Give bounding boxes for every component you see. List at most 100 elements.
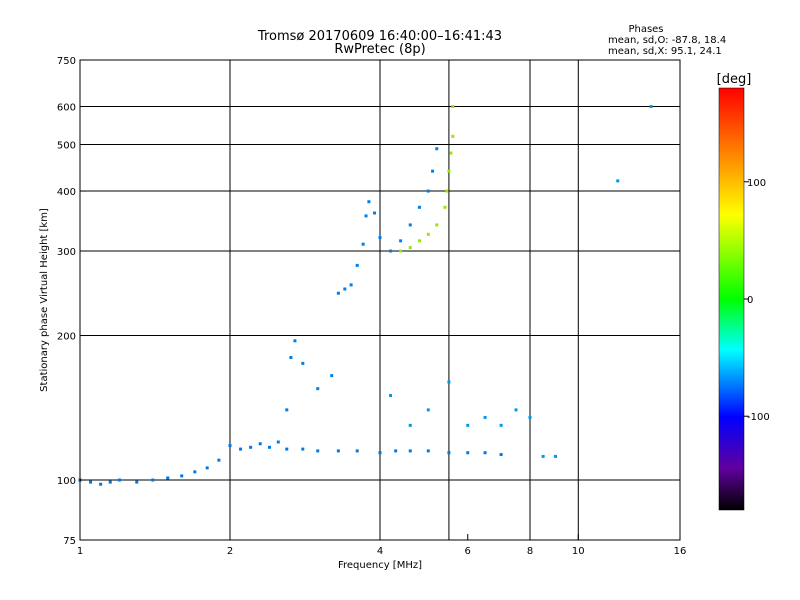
data-point (364, 214, 368, 218)
data-point (151, 478, 155, 482)
data-point (258, 442, 262, 446)
data-point (389, 394, 393, 398)
data-point (514, 408, 518, 412)
data-point (361, 242, 365, 246)
data-point (301, 447, 305, 451)
data-point (378, 236, 382, 240)
y-tick-label: 500 (57, 141, 76, 152)
data-point (135, 480, 139, 484)
data-point (394, 449, 398, 453)
data-point (193, 470, 197, 474)
y-tick-label: 100 (57, 476, 76, 487)
data-point (343, 287, 347, 291)
data-point (466, 451, 470, 455)
data-point (426, 408, 430, 412)
data-point (426, 232, 430, 236)
colorbar-tick-label: -100 (747, 412, 770, 423)
data-point (267, 445, 271, 449)
data-point (426, 189, 430, 193)
data-point (431, 169, 435, 173)
data-point (449, 151, 453, 155)
data-point (367, 200, 371, 204)
data-point (483, 415, 487, 419)
x-tick-label: 2 (227, 546, 233, 557)
x-tick-label: 16 (674, 546, 687, 557)
x-tick-label: 6 (465, 546, 471, 557)
data-point (445, 189, 449, 193)
data-point (447, 451, 451, 455)
data-point (108, 480, 112, 484)
phase-info-x: mean, sd,X: 95.1, 24.1 (608, 46, 722, 57)
data-point (316, 387, 320, 391)
data-point (217, 458, 221, 462)
data-point (336, 449, 340, 453)
y-axis-label: Stationary phase Virtual Height [km] (39, 208, 50, 392)
data-point (408, 423, 412, 427)
data-point (499, 453, 503, 457)
scatter-points (78, 105, 653, 486)
x-tick-label: 1 (77, 546, 83, 557)
data-point (443, 205, 447, 209)
data-point (451, 134, 455, 138)
data-point (447, 169, 451, 173)
chart-title: Tromsø 20170609 16:40:00–16:41:43 (257, 29, 502, 44)
data-point (276, 440, 280, 444)
y-tick-label: 200 (57, 332, 76, 343)
data-point (483, 451, 487, 455)
data-point (553, 454, 557, 458)
data-point (330, 374, 334, 378)
data-point (528, 415, 532, 419)
data-point (99, 482, 103, 486)
phase-info-o: mean, sd,O: -87.8, 18.4 (608, 35, 726, 46)
data-point (285, 447, 289, 451)
data-point (285, 408, 289, 412)
data-point (89, 480, 93, 484)
colorbar (718, 87, 745, 511)
data-point (349, 283, 353, 287)
data-point (117, 478, 121, 482)
colorbar-tick-label: 0 (747, 295, 753, 306)
data-point (355, 263, 359, 267)
data-point (466, 423, 470, 427)
data-point (239, 447, 243, 451)
data-point (389, 249, 393, 253)
data-point (399, 249, 403, 253)
data-point (249, 445, 253, 449)
data-point (417, 239, 421, 243)
colorbar-label: [deg] (717, 72, 752, 87)
data-point (399, 239, 403, 243)
data-point (289, 355, 293, 359)
data-point (649, 105, 653, 109)
data-point (435, 147, 439, 151)
data-point (355, 449, 359, 453)
data-point (499, 423, 503, 427)
x-tick-label: 8 (527, 546, 533, 557)
y-tick-label: 600 (57, 103, 76, 114)
data-point (316, 449, 320, 453)
x-axis-label: Frequency [MHz] (338, 560, 422, 571)
data-point (205, 466, 209, 470)
grid (80, 60, 680, 540)
x-tick-label: 10 (572, 546, 585, 557)
data-point (166, 476, 170, 480)
data-point (180, 474, 184, 478)
data-point (541, 454, 545, 458)
data-point (616, 179, 620, 183)
y-tick-label: 300 (57, 247, 76, 258)
chart-subtitle: RwPretec (8p) (334, 42, 425, 57)
data-point (378, 451, 382, 455)
y-tick-label: 750 (57, 56, 76, 67)
data-point (408, 449, 412, 453)
y-axis-ticks: 75 100 200 300 400 500 600 750 (57, 56, 86, 547)
data-point (408, 223, 412, 227)
data-point (373, 211, 377, 215)
data-point (447, 380, 451, 384)
data-point (408, 246, 412, 250)
data-point (417, 205, 421, 209)
phase-info-heading: Phases (628, 24, 663, 35)
data-point (435, 223, 439, 227)
x-axis-ticks: 1 2 4 6 8 10 16 (77, 534, 687, 557)
data-point (293, 339, 297, 343)
y-tick-label: 75 (63, 536, 76, 547)
